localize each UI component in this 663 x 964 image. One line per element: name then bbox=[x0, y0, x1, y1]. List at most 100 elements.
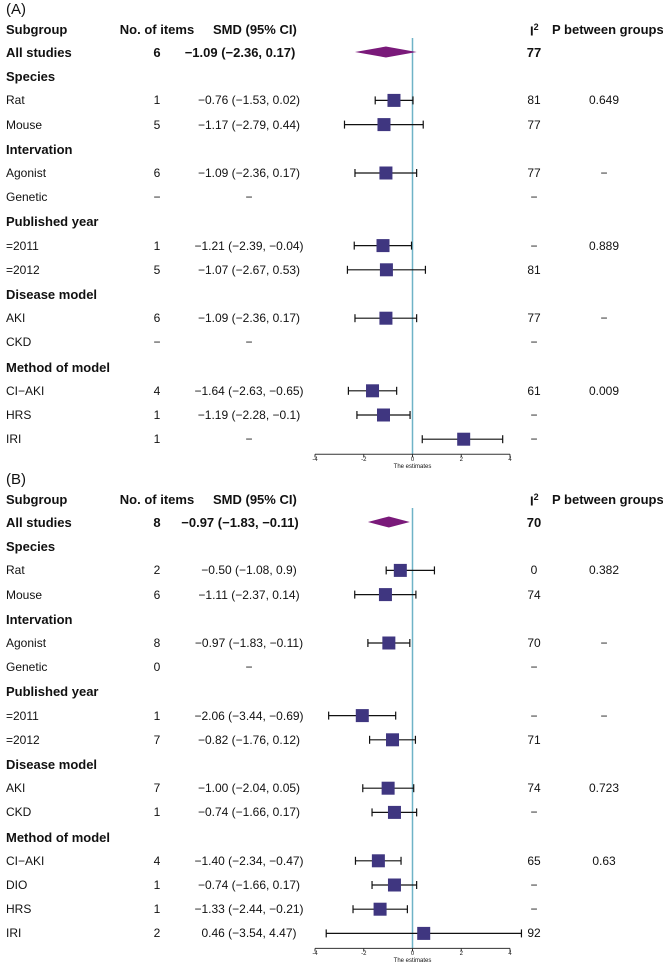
row-smd: −1.09 (−2.36, 0.17) bbox=[197, 311, 301, 326]
row-i2: 70 bbox=[526, 515, 542, 530]
forest-plot-panel-b: (B) Subgroup No. of items SMD (95% CI) I2 P b… bbox=[0, 470, 663, 964]
row-items: 1 bbox=[153, 408, 161, 422]
row-label: =2011 bbox=[6, 238, 39, 253]
row-items: 6 bbox=[153, 166, 161, 180]
row-items: 0 bbox=[153, 660, 161, 675]
row-label: CI−AKI bbox=[6, 853, 45, 868]
estimate-square bbox=[379, 263, 393, 277]
row-items: 4 bbox=[153, 383, 161, 398]
subgroup-header: Species bbox=[6, 539, 56, 555]
row-p-between: 0.382 bbox=[588, 563, 620, 578]
subgroup-header: Disease model bbox=[6, 757, 98, 772]
estimate-square bbox=[381, 781, 395, 795]
row-smd: −1.17 (−2.79, 0.44) bbox=[197, 117, 301, 132]
row-items: 1 bbox=[153, 93, 161, 108]
row-p-between: − bbox=[600, 708, 608, 723]
row-label: Mouse bbox=[6, 587, 43, 602]
row-p-between: 0.723 bbox=[588, 781, 620, 796]
row-p-between: 0.009 bbox=[588, 383, 620, 398]
header-subgroup: Subgroup bbox=[6, 492, 68, 507]
x-tick-label: 2 bbox=[459, 457, 463, 464]
row-p-between: − bbox=[600, 166, 608, 180]
subgroup-header: Intervation bbox=[6, 141, 73, 157]
row-smd: −1.07 (−2.67, 0.53) bbox=[197, 262, 301, 277]
subgroup-header: Species bbox=[6, 69, 56, 85]
row-smd: −1.00 (−2.04, 0.05) bbox=[197, 781, 301, 796]
row-smd: −0.50 (−1.08, 0.9) bbox=[201, 563, 297, 578]
row-i2: 65 bbox=[527, 853, 541, 868]
estimate-square bbox=[393, 563, 407, 577]
row-i2: 74 bbox=[527, 587, 541, 602]
estimate-square bbox=[379, 166, 393, 180]
x-axis-label: The estimates bbox=[393, 958, 432, 964]
estimate-square bbox=[387, 878, 401, 892]
estimate-square bbox=[377, 118, 391, 132]
row-smd: −1.64 (−2.63, −0.65) bbox=[194, 383, 304, 398]
header-i2-superscript: 2 bbox=[533, 22, 539, 32]
row-i2: 81 bbox=[527, 262, 541, 277]
row-label: CKD bbox=[6, 805, 32, 820]
row-smd: −1.33 (−2.44, −0.21) bbox=[194, 902, 304, 917]
header-i2-letter: I bbox=[530, 493, 534, 509]
estimate-square bbox=[382, 636, 396, 650]
subgroup-header: Intervation bbox=[6, 611, 73, 627]
header-p-text: P between groups bbox=[552, 492, 663, 507]
row-smd: −0.82 (−1.76, 0.12) bbox=[197, 732, 301, 747]
x-tick-label: -4 bbox=[312, 951, 318, 958]
row-smd: −0.76 (−1.53, 0.02) bbox=[197, 93, 301, 108]
subgroup-header: Method of model bbox=[6, 359, 110, 375]
estimate-square bbox=[386, 733, 400, 747]
overall-label: All studies bbox=[6, 515, 72, 530]
x-tick-label: -4 bbox=[312, 457, 318, 464]
row-label: HRS bbox=[6, 902, 32, 917]
row-i2: − bbox=[530, 878, 538, 892]
subgroup-header: Published year bbox=[6, 214, 99, 230]
row-items: 5 bbox=[153, 117, 161, 132]
estimate-square bbox=[373, 902, 387, 916]
row-label: =2012 bbox=[6, 732, 40, 747]
row-i2: 77 bbox=[527, 166, 541, 180]
estimate-square bbox=[378, 588, 392, 602]
row-i2: − bbox=[530, 805, 538, 820]
row-smd: 0.46 (−3.54, 4.47) bbox=[201, 926, 297, 941]
row-items: 2 bbox=[153, 563, 161, 578]
row-i2: − bbox=[530, 708, 538, 723]
forest-plot-svg bbox=[314, 508, 523, 952]
row-smd: −0.74 (−1.66, 0.17) bbox=[197, 805, 301, 820]
row-i2: 77 bbox=[527, 117, 541, 132]
row-smd: − bbox=[245, 660, 253, 675]
row-label: AKI bbox=[6, 781, 26, 796]
header-i2: I2 bbox=[530, 492, 539, 508]
row-i2: − bbox=[530, 238, 538, 253]
row-p-between: 0.889 bbox=[588, 238, 620, 253]
header-subgroup: Subgroup bbox=[6, 22, 68, 37]
row-smd: − bbox=[245, 190, 253, 205]
x-tick-label: -2 bbox=[361, 457, 367, 464]
row-i2: 92 bbox=[527, 926, 541, 941]
estimate-square bbox=[376, 408, 390, 422]
subgroup-header: Published year bbox=[6, 684, 99, 700]
row-label: Mouse bbox=[6, 117, 43, 132]
estimate-square bbox=[379, 311, 393, 325]
overall-diamond bbox=[354, 46, 417, 58]
row-items: 7 bbox=[153, 732, 161, 747]
estimate-square bbox=[417, 926, 431, 940]
header-p-between: P between groups bbox=[552, 492, 663, 507]
row-items: 6 bbox=[153, 45, 161, 60]
row-items: 1 bbox=[153, 432, 161, 447]
row-i2: − bbox=[530, 902, 538, 917]
row-label: Rat bbox=[6, 563, 25, 578]
row-items: 1 bbox=[153, 805, 161, 820]
row-i2: 81 bbox=[527, 93, 541, 108]
row-label: Rat bbox=[6, 93, 25, 108]
estimate-square bbox=[371, 854, 385, 868]
row-smd: −1.09 (−2.36, 0.17) bbox=[197, 166, 301, 180]
row-items: 5 bbox=[153, 262, 161, 277]
row-i2: − bbox=[530, 660, 538, 675]
row-label: Agonist bbox=[6, 166, 47, 180]
row-p-between: − bbox=[600, 311, 608, 326]
x-tick-label: 0 bbox=[410, 457, 415, 464]
header-p-between: P between groups bbox=[552, 22, 663, 37]
overall-label: All studies bbox=[6, 45, 72, 60]
x-tick-label: 2 bbox=[459, 951, 463, 958]
